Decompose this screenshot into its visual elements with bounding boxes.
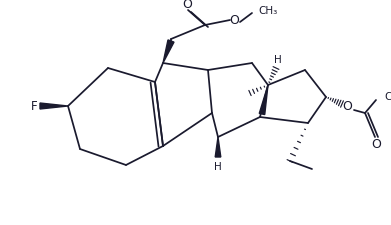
Polygon shape [40,103,68,109]
Polygon shape [163,40,174,63]
Polygon shape [259,85,268,115]
Text: H: H [274,55,282,65]
Polygon shape [215,137,221,157]
Text: O: O [182,0,192,11]
Text: CH₃: CH₃ [258,6,277,16]
Text: O: O [342,101,352,113]
Text: H: H [214,162,222,172]
Text: O: O [229,14,239,27]
Text: F: F [30,99,37,112]
Text: O: O [371,137,381,151]
Text: CH₃: CH₃ [384,92,391,102]
